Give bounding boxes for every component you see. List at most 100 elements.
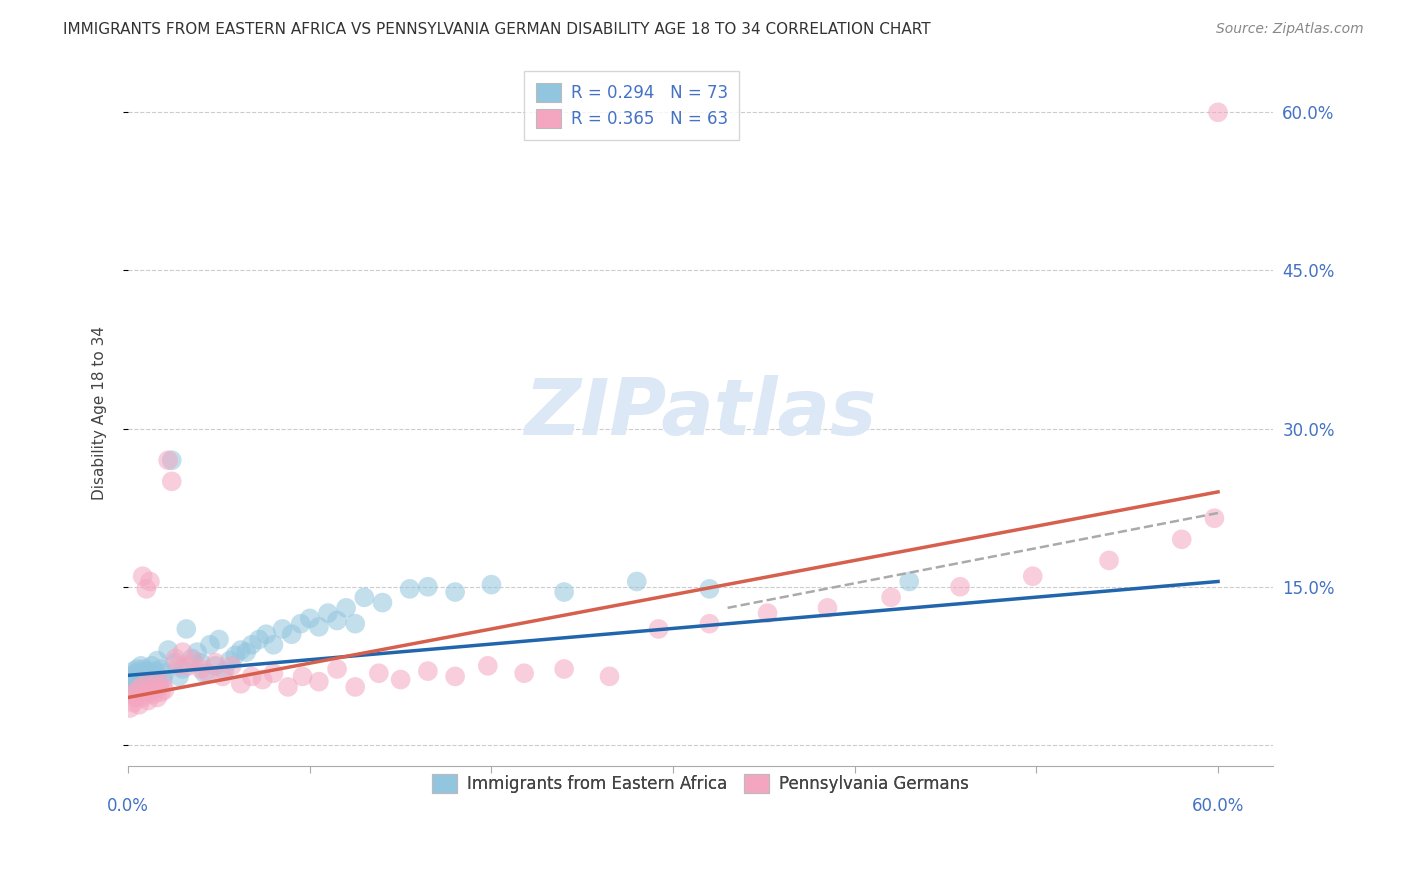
Point [444, 585, 467, 599]
Point [165, 656, 187, 670]
Point [121, 669, 143, 683]
Point [172, 645, 194, 659]
Point [131, 669, 153, 683]
Point [127, 674, 149, 689]
Point [263, 638, 285, 652]
Point [344, 616, 367, 631]
Point [141, 658, 163, 673]
Point [224, 648, 246, 663]
Text: 0.0%: 0.0% [107, 797, 149, 814]
Point [247, 632, 270, 647]
Point [152, 673, 174, 687]
Point [880, 591, 903, 605]
Point [146, 654, 169, 668]
Point [308, 620, 330, 634]
Point [308, 674, 330, 689]
Point [290, 616, 312, 631]
Point [553, 585, 575, 599]
Point [444, 669, 467, 683]
Point [172, 662, 194, 676]
Point [134, 674, 156, 689]
Point [136, 669, 159, 683]
Point [1206, 105, 1229, 120]
Point [190, 656, 212, 670]
Point [129, 680, 152, 694]
Point [135, 582, 157, 596]
Point [145, 674, 167, 689]
Text: Source: ZipAtlas.com: Source: ZipAtlas.com [1216, 22, 1364, 37]
Point [326, 662, 349, 676]
Point [817, 600, 839, 615]
Point [134, 662, 156, 676]
Point [131, 690, 153, 705]
Point [160, 453, 183, 467]
Text: IMMIGRANTS FROM EASTERN AFRICA VS PENNSYLVANIA GERMAN DISABILITY AGE 18 TO 34 CO: IMMIGRANTS FROM EASTERN AFRICA VS PENNSY… [63, 22, 931, 37]
Point [1204, 511, 1226, 525]
Point [146, 690, 169, 705]
Point [153, 666, 176, 681]
Point [326, 614, 349, 628]
Point [127, 662, 149, 676]
Y-axis label: Disability Age 18 to 34: Disability Age 18 to 34 [93, 326, 107, 500]
Point [139, 666, 162, 681]
Point [240, 669, 263, 683]
Point [416, 664, 439, 678]
Point [124, 690, 146, 705]
Point [197, 666, 219, 681]
Point [367, 666, 389, 681]
Point [221, 658, 243, 673]
Point [481, 577, 503, 591]
Text: ZIPatlas: ZIPatlas [524, 375, 876, 450]
Point [1022, 569, 1045, 583]
Point [599, 669, 621, 683]
Point [177, 658, 200, 673]
Point [122, 664, 145, 678]
Legend: Immigrants from Eastern Africa, Pennsylvania Germans: Immigrants from Eastern Africa, Pennsylv… [425, 767, 976, 800]
Point [263, 666, 285, 681]
Point [135, 664, 157, 678]
Point [157, 453, 180, 467]
Point [124, 673, 146, 687]
Point [167, 658, 190, 673]
Point [149, 685, 172, 699]
Point [344, 680, 367, 694]
Point [139, 674, 162, 689]
Text: 60.0%: 60.0% [1192, 797, 1244, 814]
Point [291, 669, 314, 683]
Point [699, 582, 721, 596]
Point [186, 645, 208, 659]
Point [127, 683, 149, 698]
Point [128, 670, 150, 684]
Point [254, 627, 277, 641]
Point [129, 658, 152, 673]
Point [626, 574, 648, 589]
Point [949, 580, 972, 594]
Point [252, 673, 274, 687]
Point [153, 683, 176, 698]
Point [204, 656, 226, 670]
Point [1170, 533, 1192, 547]
Point [398, 582, 420, 596]
Point [211, 669, 233, 683]
Point [122, 696, 145, 710]
Point [553, 662, 575, 676]
Point [131, 569, 153, 583]
Point [477, 658, 499, 673]
Point [145, 664, 167, 678]
Point [647, 622, 669, 636]
Point [152, 677, 174, 691]
Point [174, 622, 197, 636]
Point [128, 698, 150, 712]
Point [135, 677, 157, 691]
Point [149, 662, 172, 676]
Point [135, 680, 157, 694]
Point [131, 666, 153, 681]
Point [121, 674, 143, 689]
Point [229, 643, 252, 657]
Point [124, 666, 146, 681]
Point [142, 669, 165, 683]
Point [271, 622, 294, 636]
Point [699, 616, 721, 631]
Point [204, 658, 226, 673]
Point [136, 693, 159, 707]
